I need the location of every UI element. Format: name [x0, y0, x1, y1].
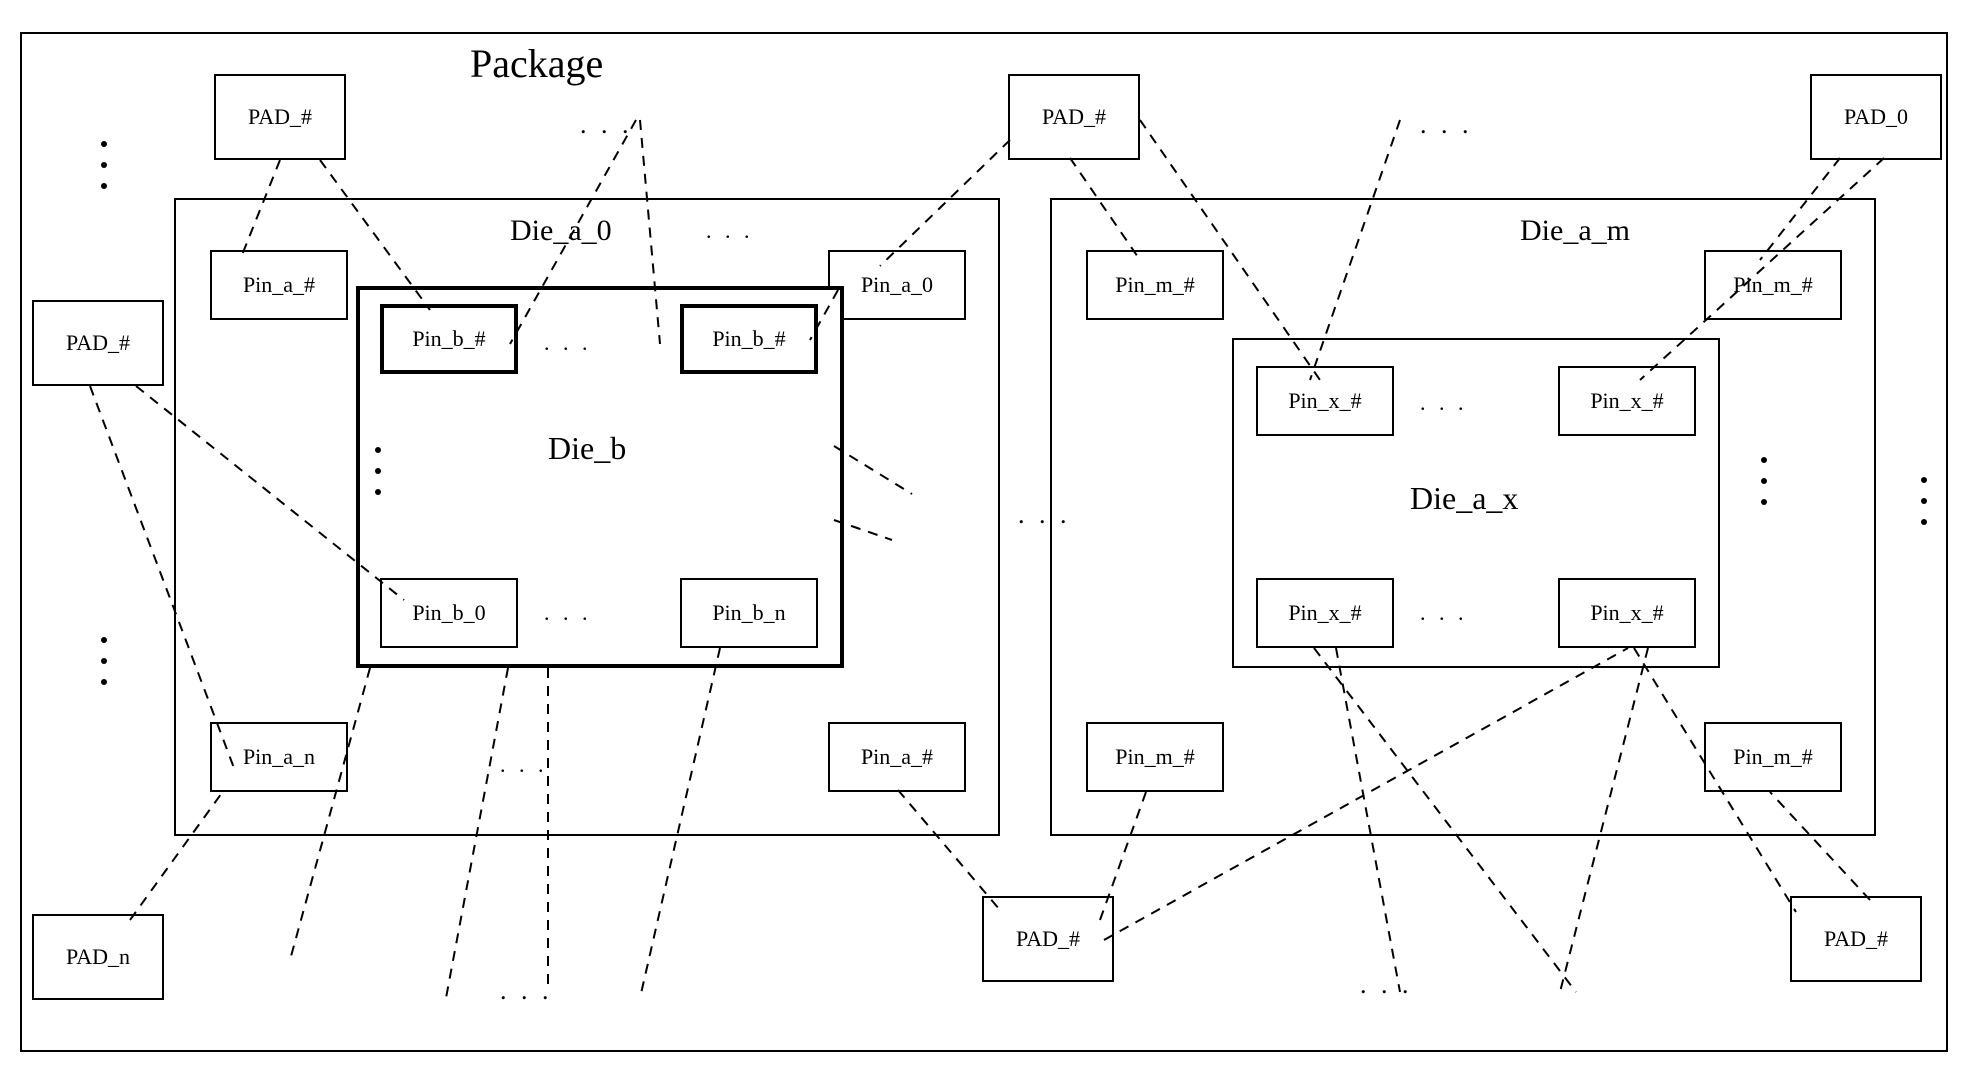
- pad_top2-label: PAD_#: [1042, 104, 1106, 130]
- pin_x_tr: Pin_x_#: [1558, 366, 1696, 436]
- pin_m_bl-label: Pin_m_#: [1115, 744, 1194, 770]
- pad_br: PAD_#: [1790, 896, 1922, 982]
- pin_a_br: Pin_a_#: [828, 722, 966, 792]
- pin_b_tl: Pin_b_#: [380, 304, 518, 374]
- pin_x_br-label: Pin_x_#: [1590, 600, 1663, 626]
- pin_m_br: Pin_m_#: [1704, 722, 1842, 792]
- pad_br-label: PAD_#: [1824, 926, 1888, 952]
- pin_a_br-label: Pin_a_#: [861, 744, 933, 770]
- pad_bm: PAD_#: [982, 896, 1114, 982]
- die_a_m-title: Die_a_m: [1520, 214, 1630, 248]
- ellipsis-9: . . .: [500, 976, 553, 1006]
- die_a_x-title: Die_a_x: [1410, 480, 1518, 517]
- pin_b_bl: Pin_b_0: [380, 578, 518, 648]
- pin_m_bl: Pin_m_#: [1086, 722, 1224, 792]
- ellipsis-6: . . .: [1420, 600, 1468, 626]
- pin_m_tr-label: Pin_m_#: [1733, 272, 1812, 298]
- pin_x_bl-label: Pin_x_#: [1288, 600, 1361, 626]
- pad_bm-label: PAD_#: [1016, 926, 1080, 952]
- pin_x_tl: Pin_x_#: [1256, 366, 1394, 436]
- pin_m_br-label: Pin_m_#: [1733, 744, 1812, 770]
- pin_b_br-label: Pin_b_n: [712, 600, 785, 626]
- pin_x_br: Pin_x_#: [1558, 578, 1696, 648]
- ellipsis-10: . . .: [1360, 970, 1413, 1000]
- pad_left: PAD_#: [32, 300, 164, 386]
- pin_m_tl-label: Pin_m_#: [1115, 272, 1194, 298]
- pin_x_tr-label: Pin_x_#: [1590, 388, 1663, 414]
- pin_a_bl: Pin_a_n: [210, 722, 348, 792]
- pad_bl: PAD_n: [32, 914, 164, 1000]
- pin_m_tl: Pin_m_#: [1086, 250, 1224, 320]
- pin_b_bl-label: Pin_b_0: [412, 600, 485, 626]
- ellipsis-1: . . .: [1420, 110, 1473, 140]
- pad_bl-label: PAD_n: [66, 944, 130, 970]
- ellipsis-4: . . .: [1018, 500, 1071, 530]
- pad_top1: PAD_#: [214, 74, 346, 160]
- pin_a_tl-label: Pin_a_#: [243, 272, 315, 298]
- ellipsis-5: . . .: [1420, 390, 1468, 416]
- pin_a_tl: Pin_a_#: [210, 250, 348, 320]
- pin_b_br: Pin_b_n: [680, 578, 818, 648]
- pad_top3-label: PAD_0: [1844, 104, 1908, 130]
- die_a_0-title: Die_a_0: [510, 214, 612, 248]
- pin_b_tl-label: Pin_b_#: [412, 326, 485, 352]
- ellipsis-2: . . .: [706, 218, 754, 244]
- ellipsis-3: . . .: [544, 330, 592, 356]
- pin_b_tr: Pin_b_#: [680, 304, 818, 374]
- pad_top2: PAD_#: [1008, 74, 1140, 160]
- pin_b_tr-label: Pin_b_#: [712, 326, 785, 352]
- pin_x_bl: Pin_x_#: [1256, 578, 1394, 648]
- package-title: Package: [470, 40, 603, 87]
- pad_left-label: PAD_#: [66, 330, 130, 356]
- diagram-canvas: Package PAD_# PAD_# PAD_0 PAD_# PAD_n PAD_# PA…: [0, 0, 1968, 1068]
- ellipsis-7: . . .: [544, 600, 592, 626]
- pin_a_bl-label: Pin_a_n: [243, 744, 315, 770]
- ellipsis-0: . . .: [580, 110, 633, 140]
- pin_m_tr: Pin_m_#: [1704, 250, 1842, 320]
- pin_a_tr-label: Pin_a_0: [861, 272, 933, 298]
- die_b-title: Die_b: [548, 430, 626, 467]
- pin_a_tr: Pin_a_0: [828, 250, 966, 320]
- pad_top3: PAD_0: [1810, 74, 1942, 160]
- pin_x_tl-label: Pin_x_#: [1288, 388, 1361, 414]
- pad_top1-label: PAD_#: [248, 104, 312, 130]
- ellipsis-8: . . .: [500, 752, 548, 778]
